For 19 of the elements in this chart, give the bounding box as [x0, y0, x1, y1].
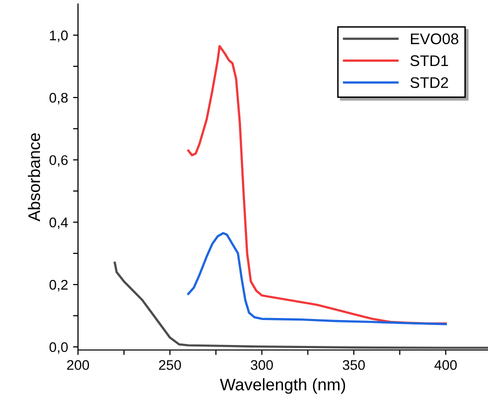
line-series [187, 44, 447, 325]
y-tick-label: 0,4 [50, 218, 68, 230]
x-tick-label: 350 [342, 360, 365, 370]
x-tick-label: 300 [250, 360, 273, 370]
line-series [114, 262, 488, 349]
legend-label: STD1 [410, 55, 448, 66]
x-tick-label: 400 [434, 360, 457, 370]
x-tick-label: 200 [67, 360, 90, 370]
y-tick-label: 1,0 [50, 30, 68, 42]
y-tick-label: 0,6 [50, 155, 68, 167]
y-tick-label: 0,0 [50, 342, 68, 354]
y-axis-title: Absorbance [28, 133, 40, 222]
x-axis-title: Wavelength (nm) [220, 378, 346, 394]
y-tick-label: 0,8 [50, 92, 68, 104]
legend-label: EVO08 [410, 33, 458, 44]
x-tick-label: 250 [159, 360, 181, 370]
legend-label: STD2 [410, 77, 448, 88]
y-tick-label: 0,2 [50, 280, 68, 292]
line-series [187, 232, 447, 326]
